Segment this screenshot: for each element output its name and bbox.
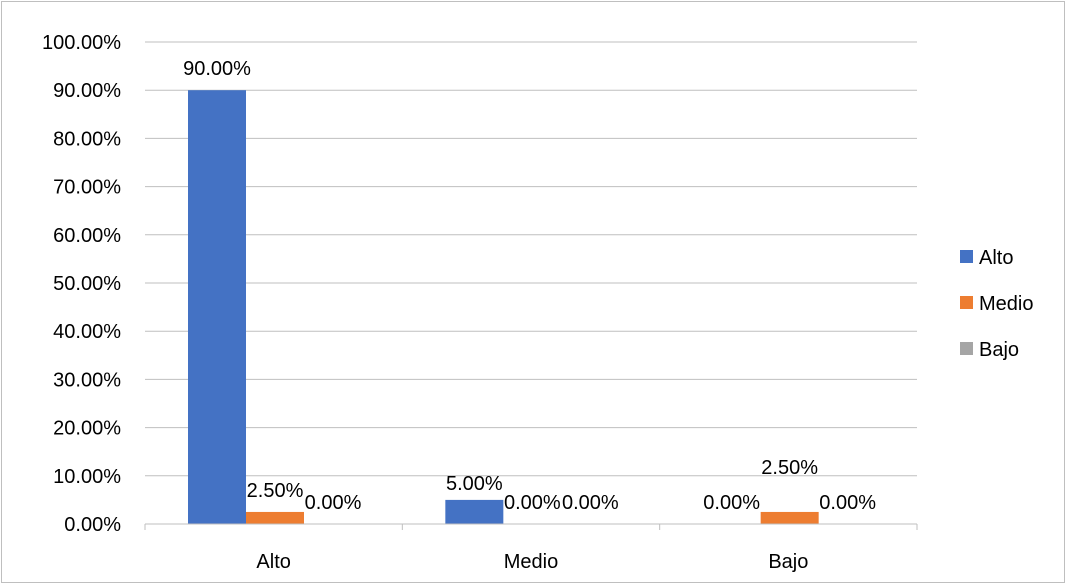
y-tick-label: 40.00% — [53, 321, 121, 343]
data-label: 0.00% — [305, 492, 362, 514]
x-category-label: Medio — [504, 551, 558, 573]
gridlines — [145, 41, 917, 477]
data-label: 90.00% — [183, 58, 251, 80]
x-axis-category-labels: Alto Medio Bajo — [256, 551, 808, 573]
data-label: 0.00% — [819, 492, 876, 514]
x-axis — [144, 523, 918, 530]
bar-alto-alto — [188, 90, 246, 524]
y-tick-label: 60.00% — [53, 225, 121, 247]
y-tick-label: 90.00% — [53, 80, 121, 102]
legend-label: Medio — [979, 293, 1033, 315]
legend: Alto Medio Bajo — [960, 247, 1033, 361]
y-axis-tick-labels: 0.00% 10.00% 20.00% 30.00% 40.00% 50.00% 60.00… — [42, 32, 121, 536]
y-tick-label: 0.00% — [64, 514, 121, 536]
y-tick-label: 50.00% — [53, 273, 121, 295]
data-label: 0.00% — [504, 492, 561, 514]
x-category-label: Bajo — [768, 551, 808, 573]
y-tick-label: 80.00% — [53, 128, 121, 150]
legend-swatch — [960, 296, 973, 309]
data-label: 5.00% — [446, 473, 503, 495]
y-tick-label: 10.00% — [53, 466, 121, 488]
legend-label: Bajo — [979, 339, 1019, 361]
legend-label: Alto — [979, 247, 1013, 269]
y-tick-label: 20.00% — [53, 418, 121, 440]
data-label: 0.00% — [562, 492, 619, 514]
bar-medio-alto — [246, 511, 304, 524]
legend-swatch — [960, 342, 973, 355]
bar-medio-bajo — [760, 511, 819, 524]
legend-swatch — [960, 250, 973, 263]
y-tick-label: 100.00% — [42, 32, 121, 54]
x-category-label: Alto — [256, 551, 290, 573]
bars — [188, 90, 819, 524]
data-label: 0.00% — [703, 492, 760, 514]
y-tick-label: 70.00% — [53, 177, 121, 199]
data-label: 2.50% — [247, 480, 304, 502]
y-tick-label: 30.00% — [53, 369, 121, 391]
data-labels: 90.00%5.00%0.00%2.50%0.00%2.50%0.00% 0.00… — [183, 58, 876, 514]
bar-alto-medio — [445, 499, 504, 524]
data-label: 2.50% — [761, 457, 818, 479]
